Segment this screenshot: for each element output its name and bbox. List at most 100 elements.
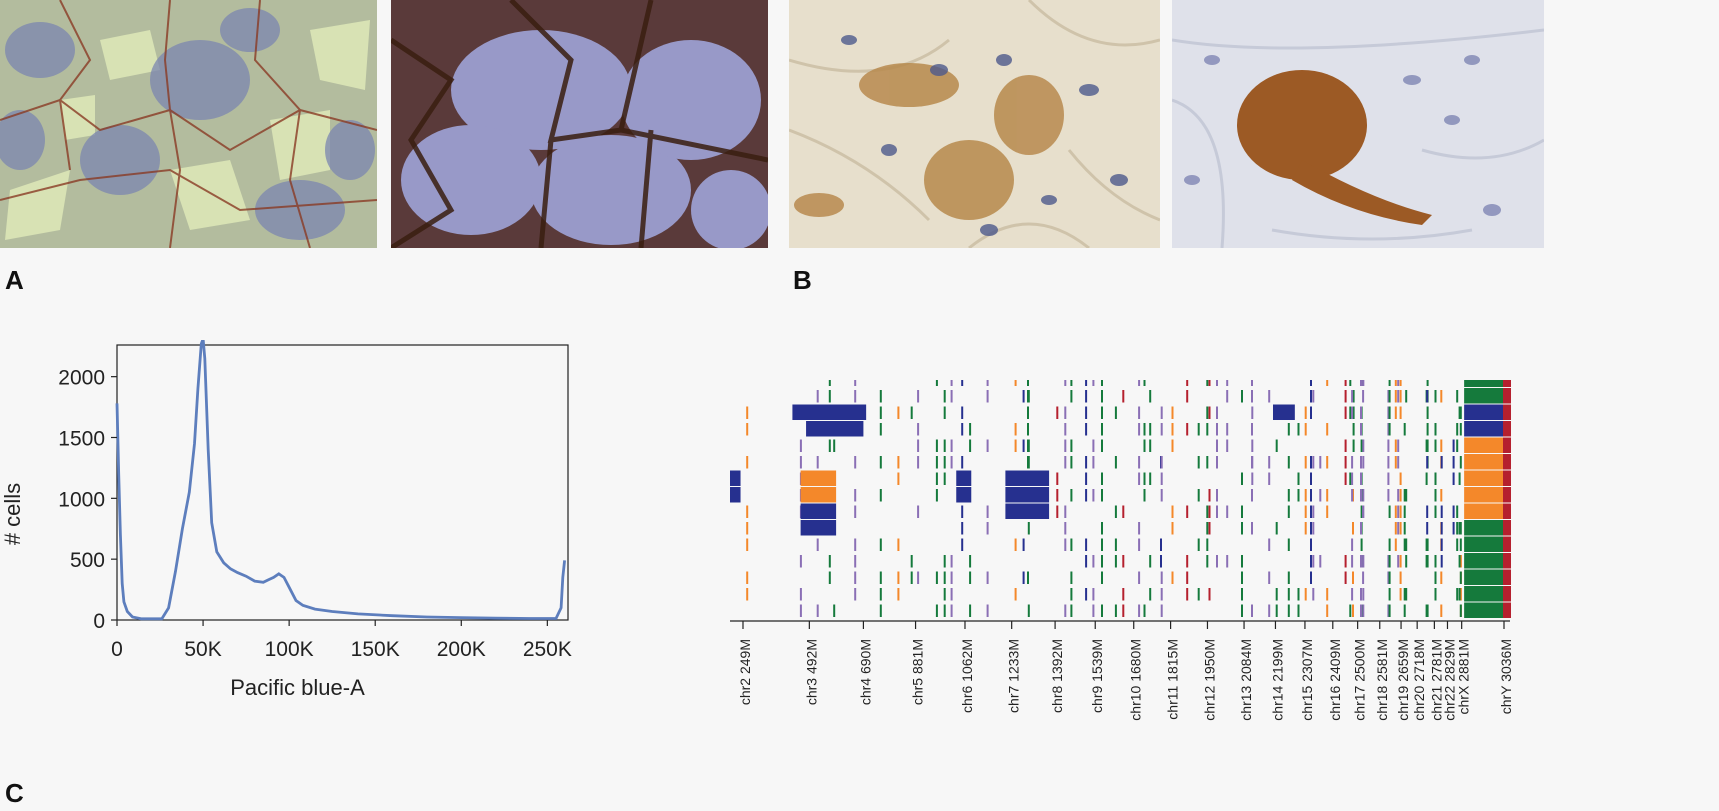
cnv-mark — [1397, 505, 1400, 518]
cnv-mark — [986, 505, 989, 518]
cnv-mark — [969, 571, 972, 584]
cnv-mark — [833, 439, 836, 452]
cnv-mark — [854, 588, 857, 601]
cnv-mark — [910, 406, 913, 419]
cnv-mark — [1251, 472, 1254, 485]
cnv-mark — [1405, 555, 1408, 568]
cnv-mark — [986, 380, 989, 386]
cnv-mark — [816, 456, 819, 469]
cnv-mark — [1241, 555, 1243, 568]
cnv-mark — [1287, 604, 1290, 617]
cnv-mark — [1160, 571, 1163, 584]
cnv-mark — [1138, 380, 1141, 386]
cnv-mark — [1360, 522, 1362, 535]
cnv-mark — [986, 571, 989, 584]
cnv-mark — [1387, 555, 1390, 568]
cnv-mark — [935, 380, 938, 386]
cnv-mark — [1226, 505, 1229, 518]
cnv-mark — [1085, 472, 1088, 485]
cnv-segment — [1503, 503, 1511, 519]
cnv-mark — [1138, 604, 1141, 617]
cnv-mark — [1394, 505, 1397, 518]
cnv-mark — [1197, 588, 1200, 601]
cnv-mark — [1319, 555, 1322, 568]
cnv-mark — [1101, 555, 1103, 568]
cnv-mark — [1171, 505, 1174, 518]
cnv-mark — [1456, 588, 1459, 601]
cnv-mark — [746, 456, 749, 469]
cnv-mark — [1206, 380, 1209, 386]
cnv-mark — [1362, 489, 1365, 502]
cnv-mark — [1425, 472, 1428, 485]
cnv-mark — [1251, 380, 1253, 386]
cnv-mark — [1216, 456, 1218, 469]
cnv-mark — [1456, 522, 1459, 535]
cnv-mark — [1349, 472, 1352, 485]
cnv-mark — [1360, 505, 1363, 518]
cnv-mark — [879, 390, 882, 403]
cnv-segment — [1464, 586, 1504, 602]
cnv-mark — [1101, 380, 1103, 386]
cnv-mark — [1458, 555, 1461, 568]
cnv-mark — [1403, 588, 1406, 601]
cnv-mark — [1114, 555, 1117, 568]
y-tick-label: 1000 — [58, 488, 105, 511]
cnv-mark — [1251, 406, 1254, 419]
y-axis-label: # cells — [0, 483, 25, 545]
cnv-mark — [1456, 423, 1459, 436]
cnv-mark — [1297, 489, 1300, 502]
cnv-segment — [1503, 569, 1511, 585]
cnv-mark — [1056, 489, 1059, 502]
cnv-mark — [1160, 555, 1162, 568]
cnv-mark — [986, 390, 989, 403]
x-tick-label: chr14 2199M — [1269, 639, 1285, 721]
x-tick-label: chr20 2718M — [1411, 639, 1427, 721]
cnv-mark — [917, 423, 920, 436]
cnv-segment — [1464, 553, 1504, 569]
cnv-mark — [1070, 571, 1073, 584]
cnv-mark — [1160, 423, 1163, 436]
histogram-chart: 0 50K 100K 150K 200K 250K 0 500 1000 1500 2000 Paci… — [0, 340, 572, 700]
cnv-mark — [1310, 406, 1312, 419]
x-tick-label: chr2 249M — [737, 639, 753, 705]
cnv-mark — [1216, 505, 1218, 518]
cnv-mark — [950, 571, 953, 584]
cnv-mark — [1459, 423, 1462, 436]
x-tick-label: chr9 1539M — [1089, 639, 1105, 713]
cnv-mark — [1206, 538, 1209, 551]
cnv-mark — [950, 380, 953, 386]
cnv-mark — [1344, 380, 1347, 386]
micrograph-a-left — [0, 0, 377, 248]
x-tick-label: chr21 2781M — [1428, 639, 1444, 721]
cnv-mark — [1351, 472, 1354, 485]
cnv-mark — [961, 423, 964, 436]
cnv-mark — [1275, 588, 1278, 601]
cnv-mark — [1297, 604, 1300, 617]
cnv-mark — [1362, 456, 1365, 469]
cnv-mark — [1160, 472, 1163, 485]
cnv-mark — [1287, 423, 1290, 436]
cnv-mark — [1056, 505, 1059, 518]
x-axis-label: Pacific blue-A — [230, 675, 365, 700]
cnv-mark — [1122, 588, 1125, 601]
cnv-segment — [1503, 520, 1511, 536]
cnv-mark — [1251, 423, 1253, 436]
y-tick-label: 0 — [93, 610, 105, 633]
cnv-mark — [1360, 489, 1362, 502]
cnv-mark — [943, 406, 946, 419]
cnv-mark — [1459, 555, 1462, 568]
cnv-mark — [1397, 489, 1400, 502]
cnv-mark — [1275, 439, 1278, 452]
cnv-mark — [1426, 406, 1429, 419]
cnv-mark — [1143, 423, 1146, 436]
cnv-mark — [1452, 522, 1455, 535]
cnv-mark — [986, 604, 989, 617]
cnv-mark — [1362, 604, 1365, 617]
cnv-mark — [1351, 588, 1354, 601]
cnv-mark — [1216, 406, 1218, 419]
cnv-mark — [1186, 423, 1189, 436]
cnv-mark — [1287, 571, 1290, 584]
cnv-mark — [1064, 604, 1067, 617]
cnv-mark — [1362, 588, 1365, 601]
cnv-mark — [1216, 555, 1218, 568]
